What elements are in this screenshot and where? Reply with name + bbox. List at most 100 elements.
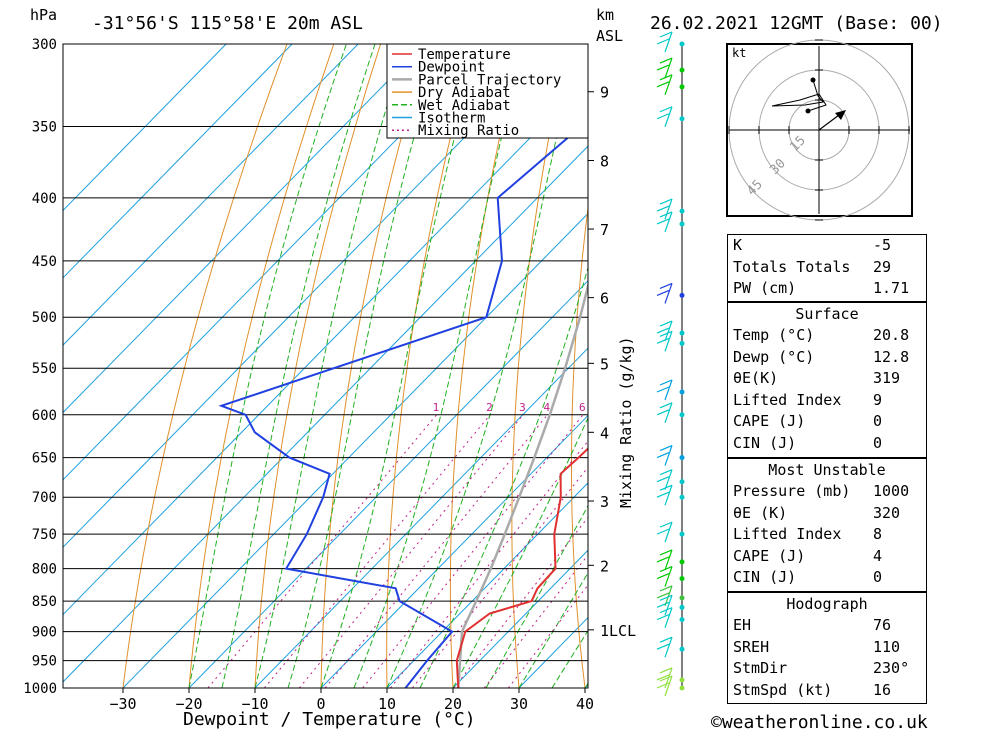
wind-barb-staff bbox=[664, 379, 673, 401]
mixing-ratio-line bbox=[264, 414, 491, 688]
wind-barb-flag bbox=[656, 491, 670, 498]
wind-barb-flag bbox=[659, 379, 673, 386]
hodo-value: 110 bbox=[873, 637, 901, 656]
wind-barb-flag bbox=[659, 675, 673, 682]
wind-barb-staff bbox=[664, 675, 673, 697]
wind-barb-flag bbox=[659, 31, 673, 38]
pressure-tick-label: 400 bbox=[32, 191, 57, 207]
wind-barb-flag bbox=[656, 601, 670, 608]
mixing-ratio-label: 8 bbox=[605, 401, 612, 414]
hodograph-panel: Hodograph EH 76 SREH 110 StmDir 230° StmSpd (k… bbox=[727, 592, 927, 704]
wet-adiabat-line bbox=[485, 504, 588, 688]
wind-barb-flag bbox=[659, 594, 673, 601]
top-value: -5 bbox=[873, 236, 892, 254]
wind-barb bbox=[656, 445, 673, 466]
hodograph-point bbox=[805, 108, 811, 114]
wind-level-dot bbox=[679, 479, 685, 485]
pressure-tick-label: 650 bbox=[32, 451, 57, 467]
wind-level-dot bbox=[679, 221, 685, 227]
wind-barb-flag bbox=[659, 484, 673, 491]
location-title: -31°56'S 115°58'E 20m ASL bbox=[92, 13, 363, 34]
wind-level-dot bbox=[679, 292, 685, 298]
wind-level-dot bbox=[679, 340, 685, 346]
wind-barb bbox=[656, 607, 673, 628]
wind-barb-staff bbox=[664, 595, 673, 616]
wet-adiabat-line bbox=[254, 44, 407, 688]
x-tick-label: 40 bbox=[576, 695, 594, 713]
wind-barb-staff bbox=[664, 485, 673, 506]
wind-barb bbox=[656, 585, 673, 607]
hodo-key: SREH bbox=[733, 637, 770, 656]
wind-barb-staff bbox=[664, 469, 673, 490]
wind-level-dot bbox=[679, 41, 685, 47]
wind-barb-flag bbox=[659, 198, 673, 205]
top-value: 1.71 bbox=[873, 279, 910, 298]
isotherm-line bbox=[63, 44, 293, 279]
wind-barb bbox=[656, 211, 673, 233]
wind-barb-staff bbox=[664, 106, 673, 127]
wind-barb-flag bbox=[659, 566, 673, 573]
x-tick-label: 0 bbox=[316, 695, 325, 713]
mu-row: θE (K) 320 bbox=[728, 503, 926, 525]
wind-barb bbox=[656, 675, 673, 697]
asl-unit-label: ASL bbox=[596, 27, 623, 45]
wind-barb bbox=[656, 320, 673, 342]
wind-barb-flag bbox=[656, 573, 670, 580]
km-tick-label: 3 bbox=[600, 493, 609, 511]
hodo-row: EH 76 bbox=[728, 615, 926, 637]
wind-level-dot bbox=[679, 412, 685, 418]
hodo-row: StmDir 230° bbox=[728, 658, 926, 680]
x-tick-label: −30 bbox=[109, 695, 136, 713]
wind-barb-flag bbox=[659, 445, 673, 452]
wind-barb-staff bbox=[664, 521, 673, 543]
surface-key: Temp (°C) bbox=[733, 326, 815, 344]
top-row: PW (cm) 1.71 bbox=[728, 278, 926, 300]
wind-barb bbox=[656, 594, 673, 616]
isotherm-line bbox=[254, 347, 588, 688]
wind-barb-flag bbox=[656, 476, 670, 483]
wind-level-dot bbox=[679, 455, 685, 461]
wind-barb-staff bbox=[664, 198, 673, 220]
mixing-ratio-line bbox=[453, 516, 588, 688]
mixing-ratio-line bbox=[412, 466, 588, 688]
km-tick-label: 8 bbox=[600, 152, 609, 170]
isotherm-line bbox=[63, 44, 425, 414]
wet-adiabat-line bbox=[188, 44, 347, 688]
mu-value: 320 bbox=[873, 503, 901, 522]
mu-key: Pressure (mb) bbox=[733, 482, 851, 500]
surface-value: 0 bbox=[873, 412, 883, 431]
pressure-tick-label: 550 bbox=[32, 361, 57, 377]
legend-label: Mixing Ratio bbox=[418, 123, 519, 139]
surface-key: Lifted Index bbox=[733, 390, 842, 409]
top-key: Totals Totals bbox=[733, 257, 851, 276]
hodo-key: StmDir bbox=[733, 659, 788, 678]
wind-barb-flag bbox=[659, 211, 673, 218]
isotherm-line bbox=[452, 549, 588, 688]
wind-barb bbox=[656, 106, 673, 127]
km-tick-label: 9 bbox=[600, 84, 609, 102]
wind-level-dot bbox=[679, 685, 685, 691]
wind-barb-staff bbox=[664, 320, 673, 342]
pressure-tick-label: 850 bbox=[32, 594, 57, 610]
wind-barb-staff bbox=[664, 74, 673, 96]
legend-box bbox=[386, 43, 589, 139]
wind-barb bbox=[656, 330, 673, 352]
storm-motion-arrowhead bbox=[835, 110, 846, 120]
wind-level-dot bbox=[679, 531, 685, 537]
wind-barb-flag bbox=[656, 592, 670, 599]
km-tick-label: 1LCL bbox=[600, 622, 636, 640]
wind-level-dot bbox=[679, 576, 685, 582]
isotherm-line bbox=[320, 414, 588, 688]
wind-barb bbox=[656, 57, 673, 79]
wind-barb-flag bbox=[656, 289, 670, 296]
legend-label: Isotherm bbox=[418, 111, 485, 127]
wind-barb-flag bbox=[659, 521, 673, 528]
datetime-title: 26.02.2021 12GMT (Base: 00) bbox=[650, 13, 943, 34]
legend-label: Wet Adiabat bbox=[418, 98, 511, 114]
wind-barb-flag bbox=[659, 330, 673, 337]
pressure-tick-label: 700 bbox=[32, 490, 57, 506]
hodo-value: 76 bbox=[873, 616, 892, 634]
mu-row: Pressure (mb) 1000 bbox=[728, 481, 926, 503]
